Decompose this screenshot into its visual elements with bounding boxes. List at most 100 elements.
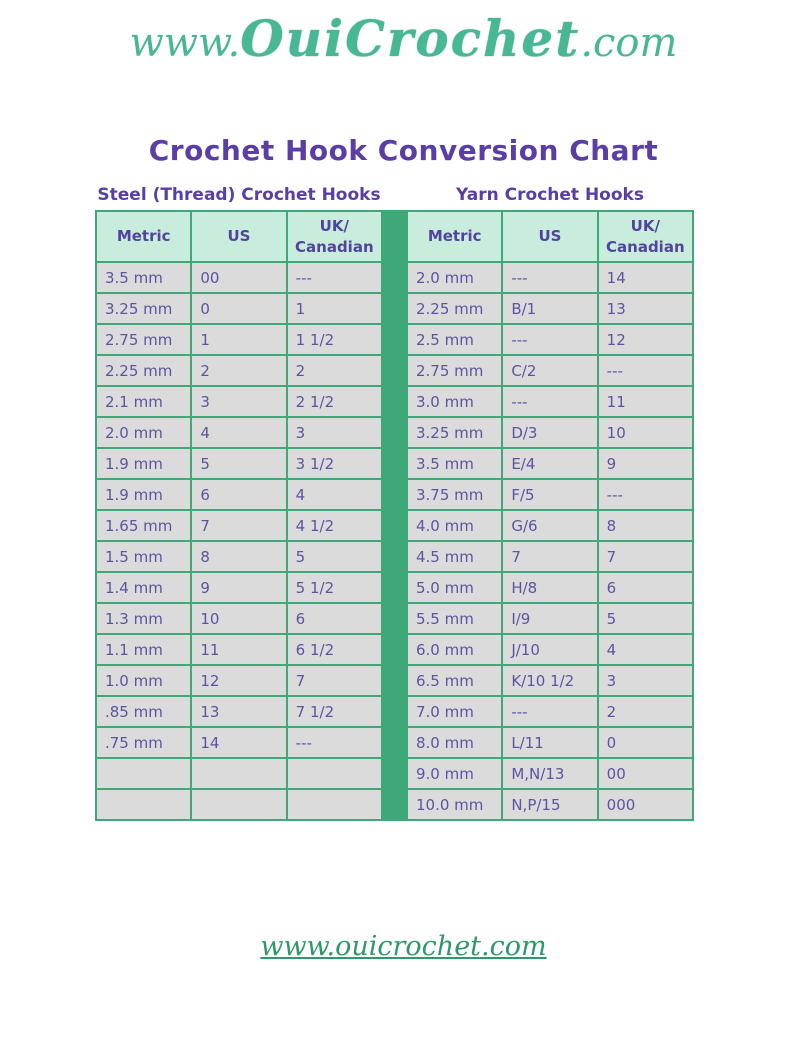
table-cell: K/10 1/2 xyxy=(501,664,599,697)
column-header: US xyxy=(190,210,288,263)
table-cell: 5 1/2 xyxy=(285,571,384,604)
table-cell xyxy=(190,757,288,790)
table-cell: 12 xyxy=(596,323,695,356)
table-cell: 1 xyxy=(285,292,384,325)
table-cell: 1.0 mm xyxy=(94,664,193,697)
table-row: 5.5 mm I/9 5 xyxy=(405,602,695,635)
table-cell: 3.25 mm xyxy=(94,292,193,325)
table-row: 3.5 mm 00 --- xyxy=(94,261,384,294)
table-row: .75 mm 14 --- xyxy=(94,726,384,759)
table-row: 1.0 mm 12 7 xyxy=(94,664,384,697)
footer: www.ouicrochet.com xyxy=(0,931,807,962)
logo-www: www. xyxy=(129,20,241,66)
table-cell: 14 xyxy=(190,726,288,759)
table-row: 5.0 mm H/8 6 xyxy=(405,571,695,604)
table-cell: M,N/13 xyxy=(501,757,599,790)
table-cell: --- xyxy=(501,261,599,294)
column-header: Metric xyxy=(94,210,193,263)
table-row: 1.9 mm 6 4 xyxy=(94,478,384,511)
table-cell: 1.9 mm xyxy=(94,478,193,511)
logo-brand: OuiCrochet xyxy=(240,9,581,68)
table-cell: 1.9 mm xyxy=(94,447,193,480)
table-cell: 2.0 mm xyxy=(405,261,504,294)
table-row: 3.0 mm --- 11 xyxy=(405,385,695,418)
table-row xyxy=(94,757,384,790)
table-cell: 4 xyxy=(285,478,384,511)
steel-table-header: Metric US UK/ Canadian xyxy=(94,210,384,263)
table-cell: 00 xyxy=(596,757,695,790)
table-cell: .85 mm xyxy=(94,695,193,728)
table-cell: 9 xyxy=(190,571,288,604)
table-row: 1.65 mm 7 4 1/2 xyxy=(94,509,384,542)
table-cell: 3 xyxy=(285,416,384,449)
table-row: 2.5 mm --- 12 xyxy=(405,323,695,356)
steel-hooks-table: Metric US UK/ Canadian 3.5 mm 00 --- 3.25 mm 0… xyxy=(94,210,384,821)
table-row: .85 mm 13 7 1/2 xyxy=(94,695,384,728)
table-cell: 3.5 mm xyxy=(94,261,193,294)
table-cell: 0 xyxy=(190,292,288,325)
table-cell: 9.0 mm xyxy=(405,757,504,790)
table-row: 2.25 mm B/1 13 xyxy=(405,292,695,325)
table-cell: 2.1 mm xyxy=(94,385,193,418)
table-cell: 4 1/2 xyxy=(285,509,384,542)
table-cell: 9 xyxy=(596,447,695,480)
yarn-table-header: Metric US UK/ Canadian xyxy=(405,210,695,263)
steel-table-body: 3.5 mm 00 --- 3.25 mm 0 1 2.75 mm 1 1 1/2 2.25 mm… xyxy=(94,261,384,821)
table-cell: 7 xyxy=(190,509,288,542)
table-row: 6.0 mm J/10 4 xyxy=(405,633,695,666)
table-cell: 11 xyxy=(190,633,288,666)
table-row: 1.4 mm 9 5 1/2 xyxy=(94,571,384,604)
table-cell: E/4 xyxy=(501,447,599,480)
table-cell: F/5 xyxy=(501,478,599,511)
table-cell: B/1 xyxy=(501,292,599,325)
table-cell: 2 xyxy=(285,354,384,387)
table-cell: 6 1/2 xyxy=(285,633,384,666)
table-cell: 000 xyxy=(596,788,695,821)
table-row: 1.9 mm 5 3 1/2 xyxy=(94,447,384,480)
header-row: Metric US UK/ Canadian xyxy=(94,210,384,263)
table-cell: --- xyxy=(285,726,384,759)
table-cell: --- xyxy=(285,261,384,294)
table-cell: 00 xyxy=(190,261,288,294)
table-cell: 6 xyxy=(596,571,695,604)
table-row: 3.75 mm F/5 --- xyxy=(405,478,695,511)
table-divider xyxy=(383,210,406,821)
table-cell: L/11 xyxy=(501,726,599,759)
table-cell: --- xyxy=(501,323,599,356)
table-cell: 4.5 mm xyxy=(405,540,504,573)
table-cell: 5 xyxy=(190,447,288,480)
table-cell: 2.0 mm xyxy=(94,416,193,449)
table-row: 1.3 mm 10 6 xyxy=(94,602,384,635)
table-cell: 4.0 mm xyxy=(405,509,504,542)
table-row: 2.75 mm 1 1 1/2 xyxy=(94,323,384,356)
table-cell: 3.25 mm xyxy=(405,416,504,449)
table-row: 9.0 mm M,N/13 00 xyxy=(405,757,695,790)
table-cell: 3.75 mm xyxy=(405,478,504,511)
table-cell: 10 xyxy=(190,602,288,635)
table-cell: --- xyxy=(501,385,599,418)
table-cell: 1.65 mm xyxy=(94,509,193,542)
table-cell: --- xyxy=(596,478,695,511)
table-cell: I/9 xyxy=(501,602,599,635)
table-cell xyxy=(190,788,288,821)
table-row: 2.0 mm 4 3 xyxy=(94,416,384,449)
table-cell: J/10 xyxy=(501,633,599,666)
table-cell: 5 xyxy=(596,602,695,635)
table-cell: 7 1/2 xyxy=(285,695,384,728)
table-cell: .75 mm xyxy=(94,726,193,759)
table-row: 7.0 mm --- 2 xyxy=(405,695,695,728)
table-cell xyxy=(285,788,384,821)
table-cell: 3.0 mm xyxy=(405,385,504,418)
table-cell: 13 xyxy=(596,292,695,325)
table-row: 1.1 mm 11 6 1/2 xyxy=(94,633,384,666)
table-row: 3.25 mm D/3 10 xyxy=(405,416,695,449)
logo-com: .com xyxy=(580,20,678,66)
page-title: Crochet Hook Conversion Chart xyxy=(148,134,659,167)
table-cell xyxy=(94,757,193,790)
table-cell: G/6 xyxy=(501,509,599,542)
table-cell: 10.0 mm xyxy=(405,788,504,821)
column-header: UK/ Canadian xyxy=(285,210,384,263)
footer-link[interactable]: www.ouicrochet.com xyxy=(260,931,547,962)
section-headings: Steel (Thread) Crochet Hooks Yarn Croche… xyxy=(95,185,694,205)
